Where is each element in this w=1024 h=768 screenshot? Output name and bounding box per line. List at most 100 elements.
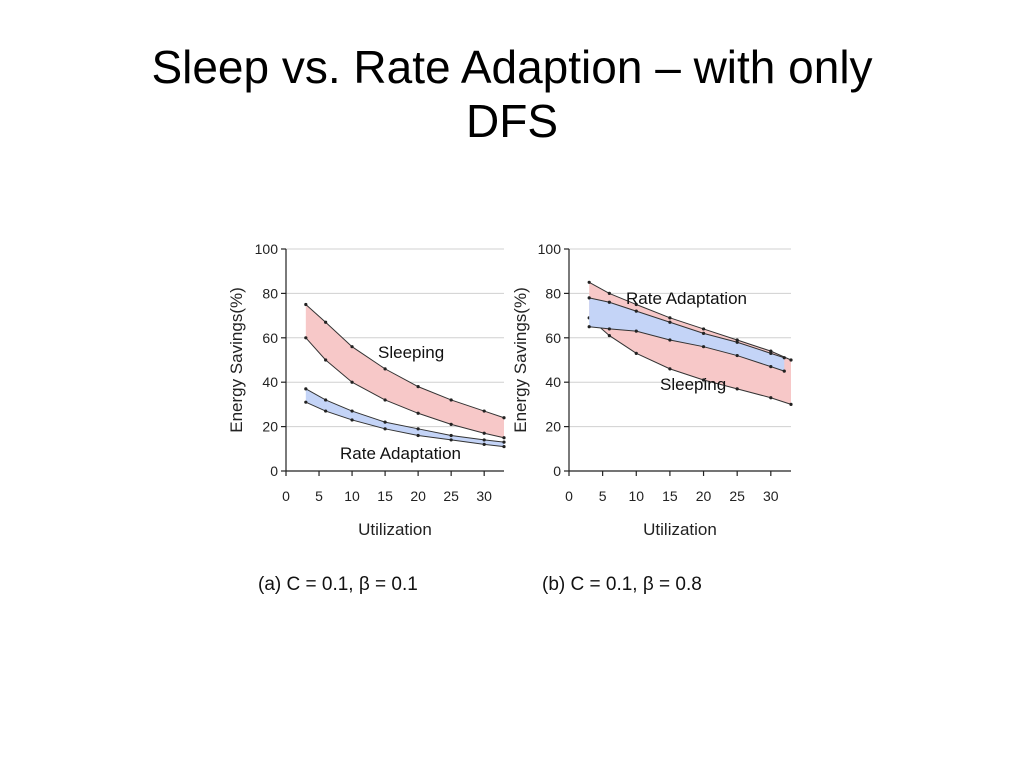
- annotation-rate-adaptation: Rate Adaptation: [340, 444, 461, 463]
- data-point: [634, 302, 638, 307]
- x-tick-label: 10: [344, 488, 360, 504]
- data-point: [304, 387, 308, 391]
- band-rate-adaptation: [589, 297, 785, 372]
- panel-caption: (b) C = 0.1, β = 0.8: [542, 574, 702, 595]
- data-point: [502, 436, 506, 440]
- data-point: [350, 380, 354, 384]
- data-point: [482, 438, 486, 442]
- data-point: [668, 316, 672, 320]
- data-point: [324, 358, 328, 362]
- band-upper-line: [589, 297, 785, 359]
- x-tick-label: 15: [662, 488, 678, 504]
- data-point: [502, 444, 506, 449]
- data-point: [449, 398, 453, 402]
- data-point: [449, 438, 453, 442]
- data-point: [416, 411, 420, 415]
- slide-title: Sleep vs. Rate Adaption – with only DFS: [0, 40, 1024, 148]
- data-point: [607, 300, 611, 304]
- data-point: [482, 409, 486, 413]
- data-point: [587, 296, 591, 300]
- data-point: [735, 353, 739, 358]
- band-lower-line: [588, 317, 792, 405]
- data-point: [383, 367, 387, 371]
- y-tick-label: 0: [270, 463, 278, 479]
- data-point: [634, 351, 638, 355]
- data-point: [782, 369, 786, 373]
- data-point: [449, 433, 453, 438]
- data-point: [607, 327, 611, 331]
- y-axis-title: Energy Savings(%): [511, 287, 530, 433]
- data-point: [735, 340, 739, 344]
- x-tick-label: 0: [282, 488, 290, 504]
- data-point: [350, 418, 354, 422]
- x-tick-label: 30: [763, 488, 779, 504]
- data-point: [634, 309, 638, 313]
- data-point: [701, 327, 706, 331]
- data-point: [701, 378, 706, 382]
- data-point: [789, 358, 793, 362]
- x-tick-label: 0: [565, 488, 573, 504]
- y-tick-label: 60: [545, 330, 561, 346]
- band-lower-line: [589, 326, 785, 372]
- data-point: [668, 338, 672, 342]
- y-tick-label: 80: [545, 285, 561, 301]
- data-point: [324, 409, 328, 413]
- data-point: [769, 365, 773, 369]
- chart-panel-2: 0 20 40 60 80 100 0 5 10 15 20 25 30 Utilization Energ…: [511, 241, 793, 595]
- data-point: [769, 351, 773, 355]
- data-point: [416, 427, 420, 431]
- data-point: [416, 385, 420, 389]
- panel-caption: (a) C = 0.1, β = 0.1: [258, 574, 418, 595]
- data-point: [587, 280, 591, 284]
- data-point: [350, 345, 354, 349]
- data-point: [587, 325, 591, 329]
- data-point: [304, 302, 308, 307]
- data-point: [769, 349, 773, 353]
- y-axis-title: Energy Savings(%): [227, 287, 246, 433]
- chart-panel-1: 0 20 40 60 80 100 0 5 10 15 20 25 30 Utilization Energ…: [227, 241, 506, 595]
- x-axis-title: Utilization: [358, 520, 432, 539]
- x-axis-title: Utilization: [643, 520, 717, 539]
- band-upper-line: [305, 388, 505, 443]
- y-tick-label: 20: [545, 419, 561, 435]
- data-point: [782, 356, 786, 360]
- data-point: [502, 416, 506, 420]
- y-tick-label: 0: [553, 463, 561, 479]
- data-point: [607, 333, 611, 338]
- band-lower-line: [305, 401, 505, 448]
- data-point: [607, 291, 611, 295]
- y-tick-label: 40: [545, 374, 561, 390]
- data-point: [701, 331, 706, 335]
- y-tick-label: 100: [255, 241, 279, 257]
- x-tick-label: 10: [628, 488, 644, 504]
- data-point: [324, 320, 328, 324]
- x-tick-label: 15: [377, 488, 393, 504]
- band-sleeping: [305, 304, 504, 438]
- data-point: [769, 396, 773, 400]
- x-tick-label: 30: [476, 488, 492, 504]
- slide-title-line-1: Sleep vs. Rate Adaption – with only: [151, 41, 873, 93]
- annotation-sleeping: Sleeping: [378, 343, 444, 362]
- data-point: [383, 420, 387, 424]
- x-tick-label: 5: [599, 488, 607, 504]
- y-tick-label: 20: [262, 419, 278, 435]
- slide-title-line-2: DFS: [466, 95, 558, 147]
- data-point: [304, 400, 308, 404]
- data-point: [350, 409, 354, 413]
- data-point: [482, 431, 486, 435]
- band-lower-line: [305, 337, 505, 439]
- data-point: [304, 336, 308, 340]
- data-point: [735, 338, 739, 342]
- data-point: [668, 367, 672, 371]
- band-upper-line: [588, 281, 792, 361]
- data-point: [789, 402, 793, 406]
- data-point: [701, 345, 706, 349]
- x-tick-label: 20: [410, 488, 426, 504]
- annotation-sleeping: Sleeping: [660, 375, 726, 394]
- data-point: [449, 422, 453, 426]
- y-tick-label: 100: [538, 241, 562, 257]
- band-upper-line: [305, 304, 505, 419]
- x-tick-label: 25: [729, 488, 745, 504]
- data-point: [482, 442, 486, 446]
